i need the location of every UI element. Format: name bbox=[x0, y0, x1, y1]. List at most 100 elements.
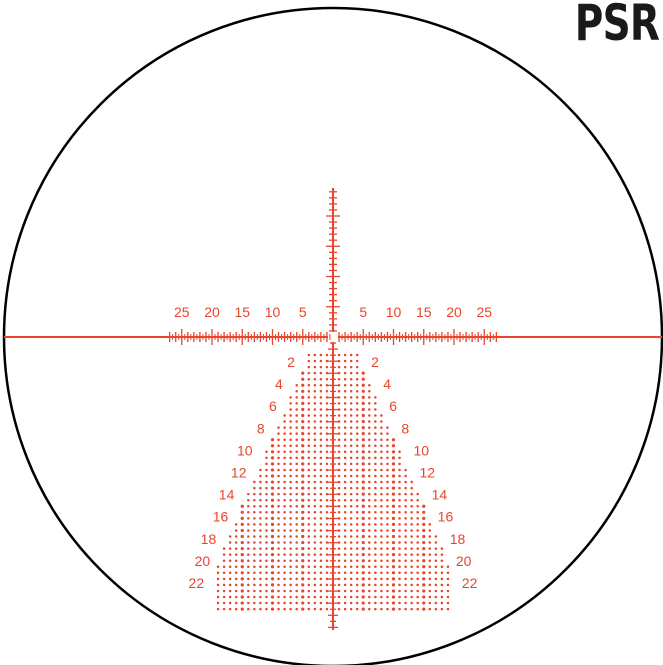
holdover-dot bbox=[380, 535, 383, 538]
holdover-dot bbox=[247, 498, 250, 502]
holdover-dot bbox=[337, 535, 341, 538]
holdover-dot bbox=[374, 456, 377, 460]
holdover-dot bbox=[349, 444, 353, 447]
holdover-dot bbox=[368, 553, 371, 556]
holdover-dot bbox=[270, 589, 275, 593]
holdover-dot bbox=[380, 505, 383, 508]
holdover-dot bbox=[247, 571, 250, 575]
holdover-dot bbox=[386, 589, 389, 593]
holdover-dot bbox=[428, 571, 432, 575]
holdover-dot bbox=[374, 595, 377, 599]
holdover-dot bbox=[325, 553, 329, 556]
holdover-dot bbox=[283, 553, 286, 556]
holdover-dot bbox=[337, 414, 341, 417]
holdover-dot bbox=[355, 577, 359, 581]
holdover-dot bbox=[355, 505, 359, 508]
holdover-dot bbox=[361, 371, 365, 375]
holdover-dot bbox=[325, 402, 329, 405]
holdover-dot bbox=[391, 504, 396, 508]
holdover-dot bbox=[289, 450, 292, 454]
holdover-dot bbox=[319, 517, 323, 520]
holdover-dot bbox=[240, 504, 244, 508]
holdover-dot bbox=[404, 523, 407, 526]
holdover-dot bbox=[374, 559, 377, 562]
holdover-dot bbox=[349, 390, 353, 393]
holdover-dot bbox=[234, 565, 238, 568]
holdover-dot bbox=[307, 438, 311, 441]
holdover-dot bbox=[259, 529, 262, 532]
holdover-dot bbox=[319, 511, 323, 514]
holdover-dot bbox=[270, 510, 275, 514]
holdover-dot bbox=[410, 492, 413, 496]
holdover-dot bbox=[325, 583, 329, 587]
holdover-dot bbox=[380, 541, 383, 544]
holdover-dot bbox=[259, 601, 262, 605]
holdover-dot bbox=[283, 486, 286, 490]
holdover-dot bbox=[349, 474, 353, 478]
holdover-dot bbox=[301, 419, 305, 424]
holdover-dot bbox=[240, 571, 244, 575]
holdover-dot bbox=[368, 535, 371, 538]
holdover-dot bbox=[380, 450, 383, 454]
holdover-dot bbox=[391, 547, 396, 551]
holdover-dot bbox=[422, 595, 426, 599]
holdover-dot bbox=[319, 505, 323, 508]
holdover-dot bbox=[289, 601, 292, 605]
holdover-dot bbox=[307, 601, 311, 605]
holdover-dot bbox=[374, 486, 377, 490]
holdover-dot bbox=[343, 450, 347, 454]
holdover-dot bbox=[253, 529, 256, 532]
holdover-dot bbox=[247, 505, 250, 508]
holdover-dot bbox=[295, 420, 298, 423]
holdover-dot bbox=[361, 432, 365, 436]
holdover-dot bbox=[319, 456, 323, 460]
holdover-dot bbox=[325, 541, 329, 544]
holdover-dot bbox=[410, 535, 413, 538]
holdover-dot bbox=[277, 511, 280, 514]
holdover-dot bbox=[361, 383, 365, 387]
holdover-dot bbox=[259, 565, 262, 568]
holdover-dot bbox=[398, 450, 401, 454]
holdover-dot bbox=[307, 450, 311, 454]
holdover-dot bbox=[410, 565, 413, 568]
holdover-dot bbox=[349, 426, 353, 429]
holdover-dot bbox=[283, 480, 286, 484]
holdover-dot bbox=[228, 583, 232, 587]
holdover-dot bbox=[337, 359, 341, 363]
holdover-dot bbox=[391, 474, 396, 478]
holdover-dot bbox=[434, 601, 438, 605]
holdover-dot bbox=[391, 516, 396, 520]
holdover-dot bbox=[319, 359, 323, 363]
holdover-dot bbox=[313, 523, 317, 526]
holdover-dot bbox=[301, 547, 305, 551]
holdover-dot bbox=[240, 534, 244, 539]
holdover-dot bbox=[422, 510, 426, 514]
holdover-dot bbox=[228, 553, 232, 556]
holdover-dot bbox=[386, 595, 389, 599]
holdover-dot bbox=[270, 577, 275, 581]
holdover-dot bbox=[228, 601, 232, 605]
holdover-dot bbox=[270, 540, 275, 545]
holdover-dot bbox=[265, 511, 268, 514]
holdover-dot bbox=[265, 486, 268, 490]
holdover-dot bbox=[289, 547, 292, 550]
holdover-dot bbox=[391, 498, 396, 502]
holdover-dot bbox=[325, 486, 329, 490]
holdover-dot bbox=[307, 377, 311, 381]
holdover-dot bbox=[247, 601, 250, 605]
holdover-dot bbox=[355, 444, 359, 447]
holdover-dot bbox=[283, 456, 286, 460]
holdover-dot bbox=[228, 577, 232, 581]
holdover-dot bbox=[295, 517, 298, 520]
holdover-label-left: 6 bbox=[269, 398, 277, 414]
holdover-dot bbox=[295, 523, 298, 526]
holdover-dot bbox=[398, 577, 401, 581]
holdover-dot bbox=[398, 559, 401, 562]
holdover-dot bbox=[349, 523, 353, 526]
holdover-dot bbox=[283, 505, 286, 508]
holdover-dot bbox=[277, 571, 280, 575]
holdover-dot bbox=[355, 371, 359, 375]
holdover-dot bbox=[422, 534, 426, 539]
holdover-dot bbox=[295, 414, 298, 417]
holdover-dot bbox=[368, 384, 371, 387]
